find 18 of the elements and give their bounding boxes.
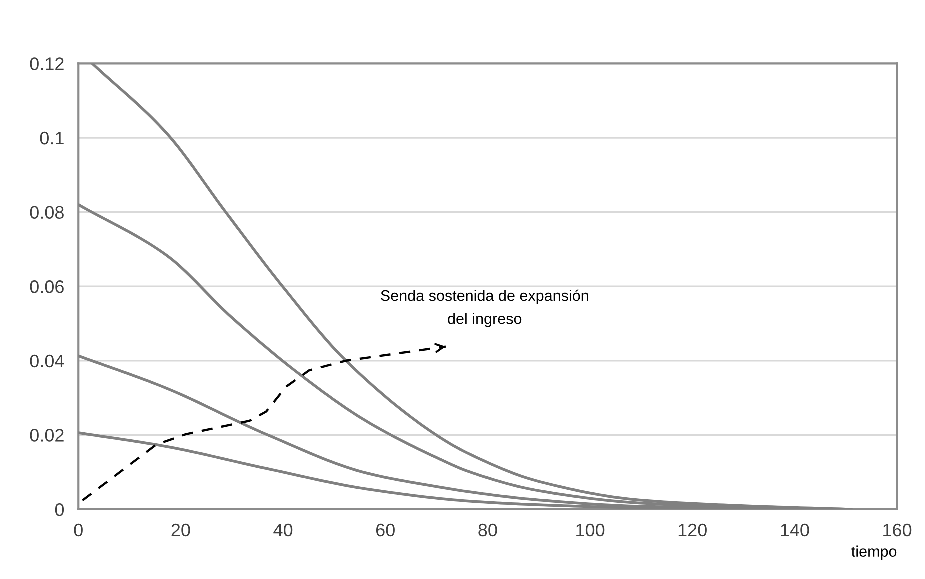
- x-tick-label: 60: [376, 524, 395, 537]
- series-label: Senda sostenida de expansión del ingreso: [381, 290, 588, 328]
- y-tick-label: 0.08: [30, 206, 64, 220]
- y-tick-label: 0.04: [30, 354, 64, 368]
- y-tick-label: 0: [55, 503, 64, 516]
- y-tick-label: 0.1: [40, 132, 64, 145]
- x-tick-label: 160: [884, 524, 912, 537]
- x-tick-label: 100: [576, 524, 605, 537]
- x-tick-label: 0: [74, 524, 83, 537]
- y-tick-label: 0.06: [30, 280, 64, 294]
- x-tick-label: 80: [478, 524, 498, 537]
- x-tick-label: 140: [781, 524, 810, 537]
- y-tick-label: 0.12: [30, 58, 64, 70]
- x-axis-title: tiempo: [852, 546, 897, 560]
- y-tick-label: 0.02: [30, 429, 64, 442]
- x-tick-label: 40: [274, 524, 293, 537]
- x-tick-label: 120: [678, 524, 707, 537]
- x-tick-label: 20: [172, 524, 190, 537]
